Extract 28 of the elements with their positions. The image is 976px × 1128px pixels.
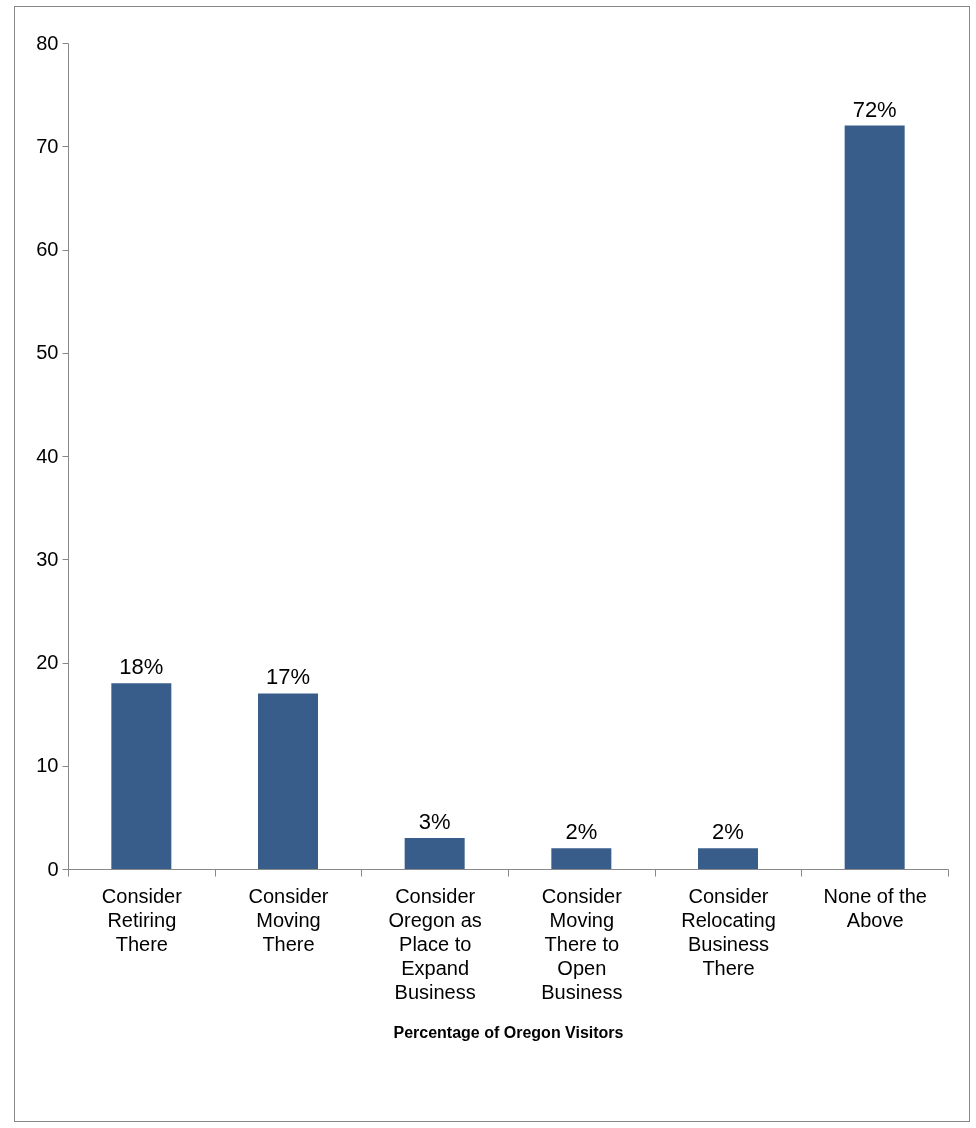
y-tick-label: 80 (36, 31, 59, 54)
bar (844, 125, 905, 869)
bar (111, 683, 172, 869)
x-tick-label: Consider Retiring There (101, 884, 183, 955)
x-axis-title: Percentage of Oregon Visitors (393, 1023, 624, 1041)
bar (258, 693, 318, 869)
x-tick-label: None of the Above (823, 884, 927, 931)
y-tick-label: 60 (36, 238, 59, 260)
data-label: 17% (265, 664, 311, 690)
y-tick-label: 40 (36, 444, 59, 467)
data-label: 72% (852, 96, 897, 122)
data-label: 3% (418, 809, 451, 835)
x-tick-label: Consider Moving There (248, 884, 329, 955)
y-tick-label: 30 (36, 547, 59, 570)
x-tick-label: Consider Moving There to Open Business (541, 884, 623, 1003)
data-label: 2% (565, 819, 598, 845)
data-label: 18% (119, 654, 164, 680)
x-tick-label: Consider Oregon as Place to Expand Business (388, 884, 482, 1003)
data-label: 2% (712, 819, 744, 845)
y-tick-label: 70 (36, 134, 59, 157)
y-tick-label: 0 (47, 857, 59, 880)
y-tick-label: 50 (36, 341, 59, 364)
y-tick-label: 20 (36, 651, 59, 673)
bar (404, 838, 465, 869)
y-tick-label: 10 (36, 754, 59, 777)
x-tick-label: Consider Relocating Business There (681, 884, 776, 979)
bar (551, 848, 612, 869)
bar (698, 848, 758, 869)
